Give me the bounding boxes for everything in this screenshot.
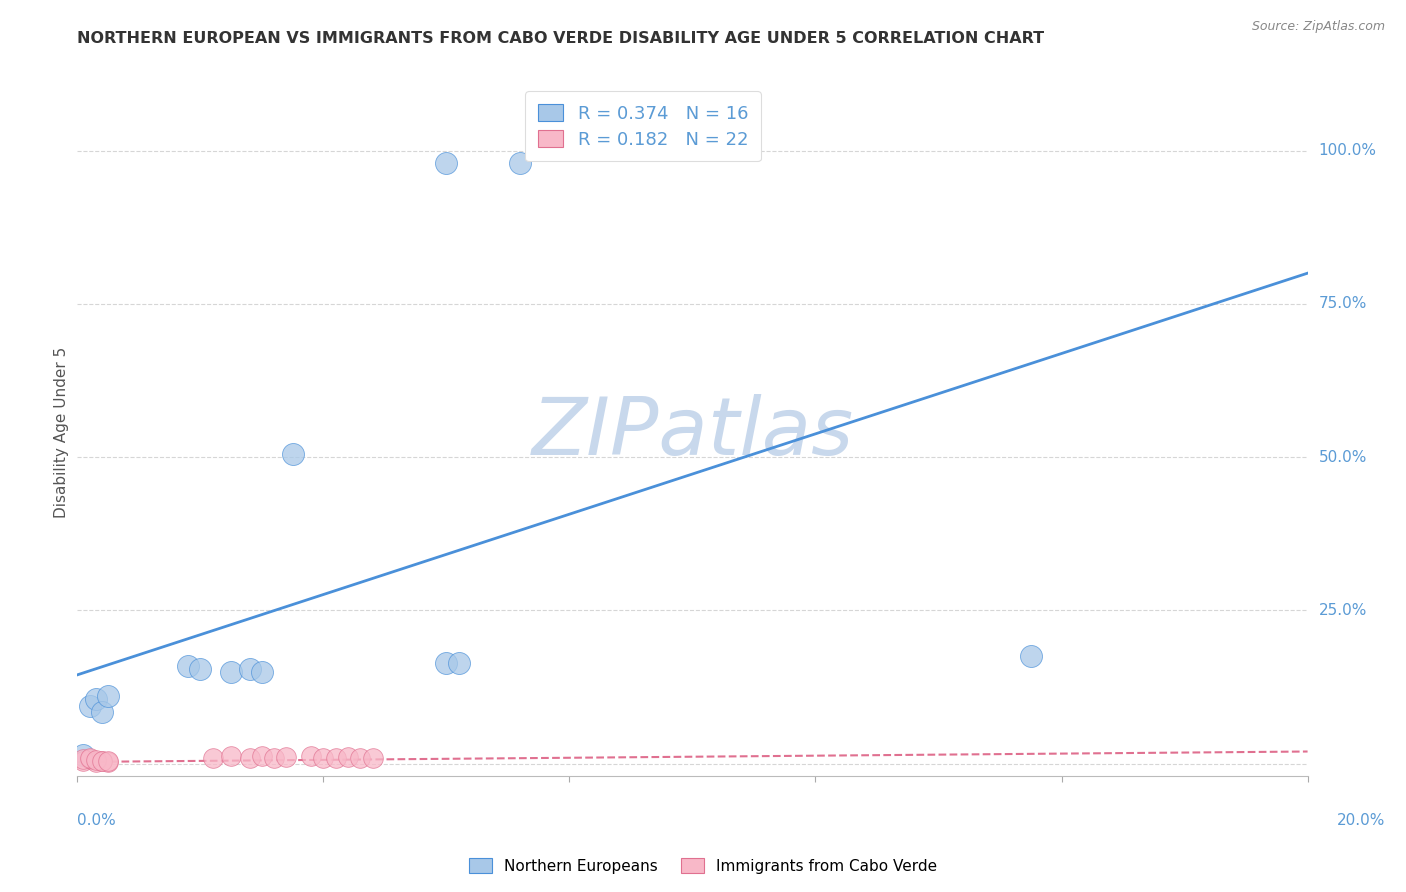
Text: 50.0%: 50.0% bbox=[1319, 450, 1367, 465]
Point bbox=[84, 753, 107, 767]
Point bbox=[447, 656, 470, 670]
Point bbox=[84, 692, 107, 706]
Point bbox=[239, 662, 262, 676]
Point bbox=[250, 665, 273, 679]
Point bbox=[281, 447, 304, 461]
Point bbox=[90, 754, 114, 768]
Point bbox=[97, 755, 120, 769]
Point bbox=[84, 755, 107, 769]
Text: 0.0%: 0.0% bbox=[77, 814, 117, 828]
Point bbox=[72, 754, 94, 768]
Point bbox=[90, 705, 114, 719]
Point bbox=[263, 750, 285, 764]
Point bbox=[219, 749, 242, 764]
Point bbox=[250, 748, 273, 763]
Point bbox=[337, 750, 360, 764]
Point bbox=[79, 750, 101, 764]
Text: 25.0%: 25.0% bbox=[1319, 603, 1367, 618]
Point bbox=[312, 750, 335, 764]
Legend: Northern Europeans, Immigrants from Cabo Verde: Northern Europeans, Immigrants from Cabo… bbox=[463, 852, 943, 880]
Point bbox=[72, 752, 94, 766]
Point bbox=[201, 750, 224, 764]
Point bbox=[325, 751, 347, 765]
Point bbox=[79, 752, 101, 766]
Legend: R = 0.374   N = 16, R = 0.182   N = 22: R = 0.374 N = 16, R = 0.182 N = 22 bbox=[526, 91, 761, 161]
Point bbox=[72, 747, 94, 762]
Point bbox=[276, 750, 298, 764]
Point bbox=[349, 750, 371, 764]
Point bbox=[219, 665, 242, 679]
Point bbox=[79, 698, 101, 713]
Text: 20.0%: 20.0% bbox=[1337, 814, 1385, 828]
Point bbox=[299, 749, 322, 764]
Text: ZIPatlas: ZIPatlas bbox=[531, 393, 853, 472]
Point bbox=[239, 750, 262, 764]
Point bbox=[509, 155, 531, 169]
Y-axis label: Disability Age Under 5: Disability Age Under 5 bbox=[53, 347, 69, 518]
Point bbox=[97, 754, 120, 768]
Point bbox=[90, 754, 114, 768]
Point bbox=[177, 658, 200, 673]
Text: 75.0%: 75.0% bbox=[1319, 296, 1367, 311]
Point bbox=[1019, 649, 1042, 664]
Point bbox=[188, 662, 212, 676]
Point bbox=[97, 690, 120, 704]
Point bbox=[436, 155, 458, 169]
Text: NORTHERN EUROPEAN VS IMMIGRANTS FROM CABO VERDE DISABILITY AGE UNDER 5 CORRELATI: NORTHERN EUROPEAN VS IMMIGRANTS FROM CAB… bbox=[77, 31, 1045, 46]
Text: Source: ZipAtlas.com: Source: ZipAtlas.com bbox=[1251, 20, 1385, 33]
Point bbox=[361, 751, 384, 765]
Text: 100.0%: 100.0% bbox=[1319, 143, 1376, 158]
Point bbox=[436, 656, 458, 670]
